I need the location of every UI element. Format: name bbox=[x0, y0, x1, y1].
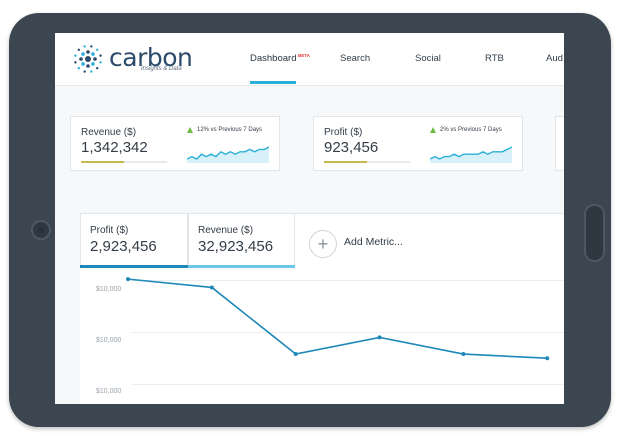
logo-dot bbox=[83, 70, 86, 73]
chart-gridline bbox=[132, 332, 564, 333]
nav-tab-rtb[interactable]: RTB bbox=[485, 53, 504, 64]
kpi-card-partial[interactable] bbox=[555, 116, 564, 171]
add-metric-plus-icon[interactable]: + bbox=[309, 230, 337, 258]
logo-tagline: Insights & Data bbox=[141, 66, 182, 72]
logo-dot bbox=[99, 61, 102, 64]
logo-wordmark: carbon bbox=[109, 43, 193, 72]
metric-tab-underline bbox=[80, 265, 188, 268]
metric-tab-value: 2,923,456 bbox=[90, 238, 157, 255]
logo-dot bbox=[79, 57, 83, 61]
chart-gridline bbox=[132, 384, 564, 385]
add-metric-label[interactable]: Add Metric... bbox=[344, 236, 403, 248]
profit-data-point bbox=[461, 352, 466, 357]
kpi-trend-text: 12% vs Previous 7 Days bbox=[197, 127, 263, 133]
carbon-logo[interactable]: carbon Insights & Data bbox=[71, 42, 201, 76]
chart-gridline bbox=[132, 280, 564, 281]
app-screen: carbon Insights & Data Dashboard BETA Se… bbox=[55, 33, 564, 404]
sparkline-line bbox=[430, 146, 512, 160]
kpi-card-profit[interactable]: Profit ($) 923,456 2% vs Previous 7 Days bbox=[313, 116, 523, 171]
profit-series-line bbox=[127, 278, 548, 360]
up-triangle-icon bbox=[187, 127, 193, 133]
nav-tab-search[interactable]: Search bbox=[340, 53, 371, 64]
metric-tab-revenue[interactable]: Revenue ($) 32,923,456 bbox=[188, 213, 295, 268]
metric-tab-underline bbox=[188, 265, 295, 268]
kpi-sparkline bbox=[187, 146, 269, 163]
logo-dot bbox=[85, 56, 91, 62]
carbon-logo-icon bbox=[74, 45, 102, 73]
kpi-value: 1,342,342 bbox=[81, 139, 148, 156]
logo-dot bbox=[83, 45, 86, 48]
logo-dot bbox=[91, 52, 95, 56]
y-tick-label: $10,000 bbox=[96, 388, 122, 395]
kpi-progress-fill bbox=[324, 161, 367, 163]
kpi-progress-track bbox=[81, 161, 167, 163]
kpi-label: Profit ($) bbox=[324, 127, 363, 138]
metric-tab-label: Revenue ($) bbox=[198, 225, 254, 236]
kpi-value: 923,456 bbox=[324, 139, 379, 156]
logo-dot bbox=[99, 54, 102, 57]
logo-dot bbox=[86, 50, 90, 54]
sparkline-area bbox=[430, 147, 512, 163]
up-triangle-icon bbox=[430, 127, 436, 133]
logo-dot bbox=[95, 48, 99, 51]
profit-data-point bbox=[293, 352, 298, 357]
sparkline-area bbox=[187, 147, 269, 163]
logo-dot bbox=[81, 52, 85, 56]
logo-dot bbox=[93, 57, 97, 61]
profit-data-point bbox=[377, 335, 382, 340]
metric-tab-profit[interactable]: Profit ($) 2,923,456 bbox=[80, 213, 188, 268]
logo-dot bbox=[91, 62, 95, 66]
sparkline-line bbox=[187, 146, 269, 160]
beta-badge: BETA bbox=[298, 53, 310, 58]
camera-icon bbox=[31, 220, 51, 240]
profit-data-point bbox=[545, 356, 550, 361]
home-button[interactable] bbox=[584, 204, 605, 262]
logo-dot bbox=[90, 70, 93, 73]
nav-tab-social[interactable]: Social bbox=[415, 53, 441, 64]
metric-tab-value: 32,923,456 bbox=[198, 238, 274, 255]
logo-dot bbox=[74, 61, 77, 64]
logo-dot bbox=[77, 67, 81, 70]
metric-tab-label: Profit ($) bbox=[90, 225, 129, 236]
logo-dot bbox=[90, 45, 93, 48]
profit-data-point bbox=[126, 277, 130, 282]
logo-dot bbox=[86, 64, 90, 68]
logo-dot bbox=[96, 66, 99, 70]
profit-line-chart bbox=[126, 277, 550, 361]
nav-tab-audience[interactable]: Aud bbox=[546, 53, 563, 64]
profit-data-point bbox=[209, 285, 214, 290]
y-tick-label: $10,000 bbox=[96, 337, 122, 344]
kpi-progress-track bbox=[324, 161, 410, 163]
nav-tab-dashboard[interactable]: Dashboard bbox=[250, 53, 297, 64]
kpi-card-revenue[interactable]: Revenue ($) 1,342,342 12% vs Previous 7 … bbox=[70, 116, 280, 171]
top-navbar: carbon Insights & Data Dashboard BETA Se… bbox=[55, 33, 564, 86]
kpi-sparkline bbox=[430, 146, 512, 163]
logo-dot bbox=[74, 54, 77, 57]
active-tab-indicator bbox=[250, 81, 296, 84]
y-tick-label: $10,000 bbox=[96, 286, 122, 293]
logo-dot bbox=[77, 48, 80, 52]
kpi-label: Revenue ($) bbox=[81, 127, 137, 138]
kpi-trend-text: 2% vs Previous 7 Days bbox=[440, 127, 502, 133]
kpi-progress-fill bbox=[81, 161, 124, 163]
logo-dot bbox=[81, 62, 85, 66]
